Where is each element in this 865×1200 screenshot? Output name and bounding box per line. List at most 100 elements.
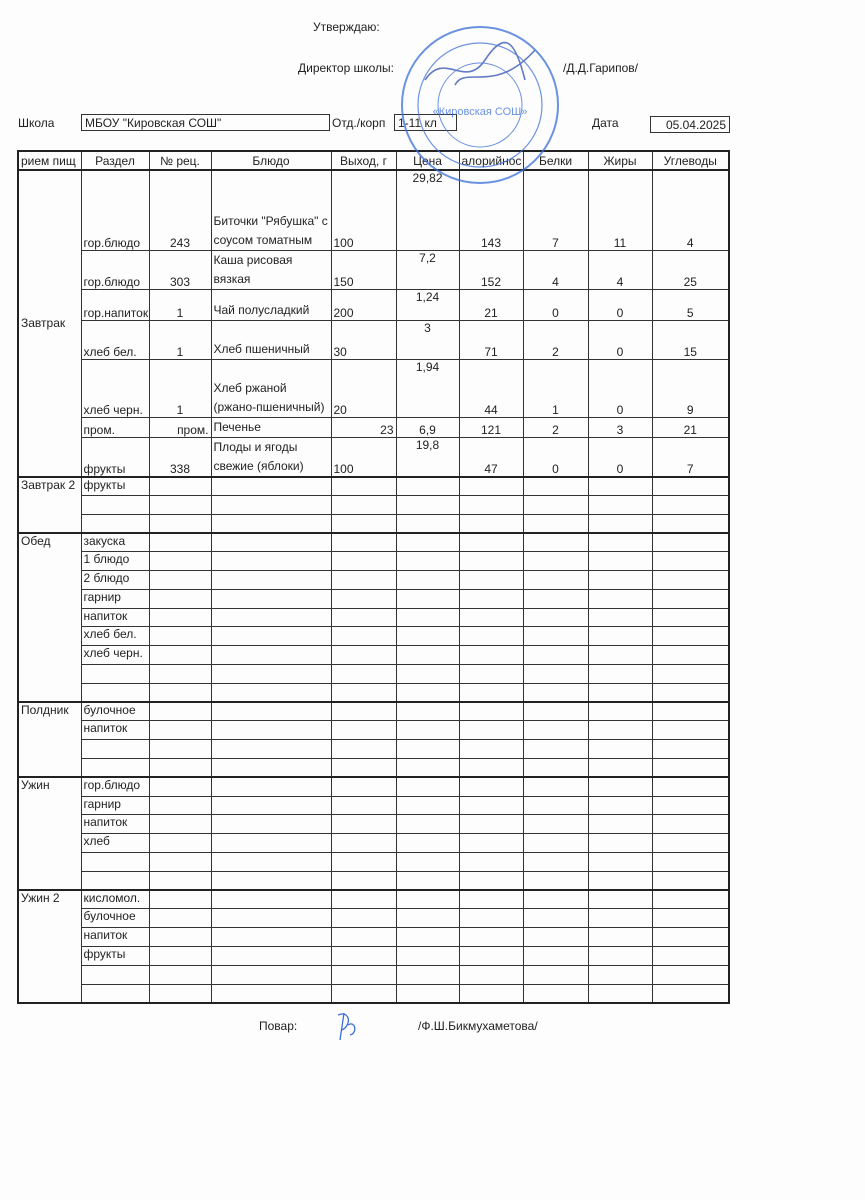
kcal-cell [458, 682, 524, 703]
director-label: Директор школы: [298, 61, 394, 75]
recipe-cell [148, 927, 212, 947]
dept-field: 1-11 кл [394, 114, 457, 131]
yield-cell [330, 964, 397, 985]
dish-cell [210, 739, 332, 759]
section-cell: хлеб бел. [80, 626, 150, 647]
protein-cell [522, 795, 589, 816]
yield-cell [330, 889, 397, 910]
table-row: хлеб бел. [18, 626, 730, 647]
section-cell: напиток [80, 927, 150, 947]
recipe-cell [148, 851, 212, 872]
yield-cell: 200 [330, 288, 397, 321]
carbs-cell: 9 [651, 358, 730, 418]
dish-cell [210, 626, 332, 647]
carbs-cell [651, 494, 730, 515]
kcal-cell [458, 475, 524, 496]
kcal-cell [458, 739, 524, 759]
section-cell: фрукты [80, 945, 150, 966]
dish-cell [210, 607, 332, 628]
fat-cell [587, 757, 653, 778]
section-cell [80, 851, 150, 872]
fat-cell [587, 607, 653, 628]
section-cell: пром. [80, 416, 150, 438]
kcal-cell [458, 795, 524, 816]
table-row [18, 983, 730, 1004]
protein-cell [522, 475, 589, 496]
dish-cell: Печенье [210, 416, 332, 438]
fat-cell [587, 682, 653, 703]
section-cell [80, 964, 150, 985]
price-cell [395, 927, 460, 947]
dish-cell [210, 776, 332, 797]
protein-cell [522, 870, 589, 891]
protein-cell [522, 851, 589, 872]
protein-cell [522, 927, 589, 947]
fat-cell [587, 945, 653, 966]
yield-cell [330, 645, 397, 665]
fat-cell [587, 908, 653, 929]
section-cell [80, 983, 150, 1004]
column-header: № рец. [148, 150, 212, 171]
kcal-cell [458, 645, 524, 665]
carbs-cell [651, 964, 730, 985]
dish-cell [210, 663, 332, 684]
dish-cell [210, 870, 332, 891]
price-cell [395, 513, 460, 534]
section-cell: напиток [80, 814, 150, 835]
carbs-cell [651, 833, 730, 853]
recipe-cell [148, 588, 212, 609]
approve-label: Утверждаю: [313, 20, 380, 34]
table-row: напиток [18, 720, 730, 741]
recipe-cell [148, 645, 212, 665]
yield-cell [330, 720, 397, 741]
kcal-cell [458, 983, 524, 1004]
protein-cell [522, 776, 589, 797]
protein-cell: 4 [522, 249, 589, 290]
carbs-cell [651, 814, 730, 835]
carbs-cell [651, 739, 730, 759]
fat-cell [587, 739, 653, 759]
carbs-cell [651, 626, 730, 647]
recipe-cell [148, 964, 212, 985]
dish-cell [210, 795, 332, 816]
protein-cell [522, 739, 589, 759]
kcal-cell [458, 776, 524, 797]
protein-cell [522, 964, 589, 985]
dish-cell [210, 494, 332, 515]
dish-cell [210, 757, 332, 778]
price-cell [395, 494, 460, 515]
table-row: гор.напиток 1 Чай полусладкий 200 1,24 21 0 0 5 [18, 288, 730, 321]
section-cell [80, 663, 150, 684]
cook-label: Повар: [259, 1019, 298, 1033]
table-row: напиток [18, 927, 730, 947]
meal-cell: Полдник [17, 701, 82, 778]
yield-cell [330, 626, 397, 647]
table-row: Обед закуска [17, 531, 730, 703]
table-row: пром. пром. Печенье 23 6,9 121 2 3 21 [18, 416, 730, 438]
protein-cell [522, 531, 589, 553]
kcal-cell [458, 889, 524, 910]
recipe-cell [148, 889, 212, 910]
kcal-cell [458, 851, 524, 872]
protein-cell: 0 [522, 436, 589, 477]
table-row: Завтрак 2 фрукты [17, 475, 730, 534]
fat-cell [587, 588, 653, 609]
kcal-cell [458, 626, 524, 647]
table-row [18, 757, 730, 778]
carbs-cell [651, 889, 730, 910]
recipe-cell: 303 [148, 249, 212, 290]
fat-cell [587, 551, 653, 571]
price-cell [395, 701, 460, 722]
yield-cell [330, 851, 397, 872]
carbs-cell [651, 701, 730, 722]
dish-cell [210, 945, 332, 966]
dish-cell [210, 513, 332, 534]
fat-cell [587, 494, 653, 515]
recipe-cell: 1 [148, 358, 212, 418]
fat-cell [587, 663, 653, 684]
recipe-cell [148, 551, 212, 571]
carbs-cell [651, 927, 730, 947]
protein-cell [522, 494, 589, 515]
table-row [18, 494, 730, 515]
